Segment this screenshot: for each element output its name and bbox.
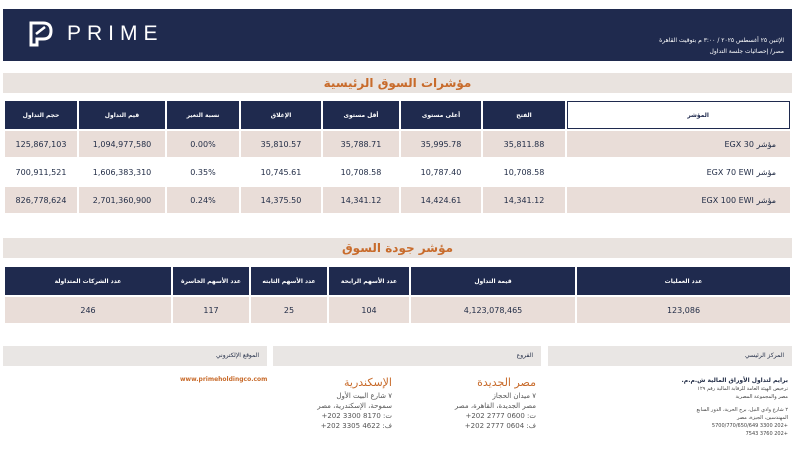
col-close: الإغلاق <box>241 101 321 129</box>
hq-address2: المهندسين، الجيزة، مصر <box>737 415 788 421</box>
row-open: 35,811.88 <box>483 131 565 157</box>
footer-hq-bar: المركز الرئيسي <box>548 346 792 366</box>
col-losers: عدد الأسهم الخاسرة <box>173 267 249 295</box>
col-low: أقل مستوى <box>323 101 399 129</box>
prime-logo-icon <box>29 21 53 47</box>
row-open: 10,708.58 <box>483 159 565 185</box>
header-info: الإثنين ٢٥ أغسطس ٢٠٢٥ / ٣:٠٠ م بتوقيت ال… <box>659 35 784 57</box>
branch-area: سموحة، الإسكندرية، مصر <box>317 402 392 410</box>
row-volume: 700,911,521 <box>5 159 77 185</box>
header-banner: PRIME الإثنين ٢٥ أغسطس ٢٠٢٥ / ٣:٠٠ م بتو… <box>3 9 792 61</box>
table-row: 826,778,624 2,701,360,900 0.24% 14,375.5… <box>5 187 790 213</box>
val-traded-value: 4,123,078,465 <box>411 297 575 323</box>
headquarters: برايم لتداول الأوراق المالية ش.م.م. ترخي… <box>612 376 788 438</box>
branches-label: الفروع <box>516 352 533 359</box>
row-open: 14,341.12 <box>483 187 565 213</box>
quality-table: عدد الشركات المتداولة عدد الأسهم الخاسرة… <box>3 265 792 325</box>
hq-label: المركز الرئيسي <box>745 352 784 359</box>
col-volume: حجم التداول <box>5 101 77 129</box>
hq-fax: +202 3760 7543 <box>745 431 788 437</box>
col-traded-value: قيمة التداول <box>411 267 575 295</box>
col-high: أعلى مستوى <box>401 101 481 129</box>
val-gainers: 104 <box>329 297 409 323</box>
indices-table: حجم التداول قيم التداول نسبة التغير الإغ… <box>3 99 792 215</box>
col-change: نسبة التغير <box>167 101 239 129</box>
row-change: 0.24% <box>167 187 239 213</box>
table-row: 125,867,103 1,094,977,580 0.00% 35,810.5… <box>5 131 790 157</box>
row-value: 1,094,977,580 <box>79 131 165 157</box>
brand-logo[interactable]: PRIME <box>25 19 164 49</box>
row-change: 0.35% <box>167 159 239 185</box>
email-label: الموقع الإلكتروني <box>216 352 259 359</box>
branch-street: ٧ شارع البيت الأول <box>336 392 392 400</box>
col-gainers: عدد الأسهم الرابحة <box>329 267 409 295</box>
row-high: 10,787.40 <box>401 159 481 185</box>
val-transactions: 123,086 <box>577 297 790 323</box>
row-close: 10,745.61 <box>241 159 321 185</box>
branch-area: مصر الجديدة، القاهرة، مصر <box>454 402 536 410</box>
table-row: 700,911,521 1,606,383,310 0.35% 10,745.6… <box>5 159 790 185</box>
row-low: 35,788.71 <box>323 131 399 157</box>
row-close: 14,375.50 <box>241 187 321 213</box>
quality-header-row: عدد الشركات المتداولة عدد الأسهم الخاسرة… <box>5 267 790 295</box>
table-row: 246 117 25 104 4,123,078,465 123,086 <box>5 297 790 323</box>
val-losers: 117 <box>173 297 249 323</box>
website-link[interactable]: www.primeholdingco.com <box>180 376 268 383</box>
col-transactions: عدد العمليات <box>577 267 790 295</box>
val-unchanged: 25 <box>251 297 327 323</box>
hq-license: ترخيص الهيئة العامة للرقابة المالية رقم … <box>697 386 788 392</box>
branch-alexandria: الإسكندرية ٧ شارع البيت الأول سموحة، الإ… <box>296 376 392 431</box>
row-high: 14,424.61 <box>401 187 481 213</box>
row-index-name: مؤشر EGX 100 EWI <box>567 187 790 213</box>
footer-branches-bar: الفروع <box>273 346 541 366</box>
col-open: الفتح <box>483 101 565 129</box>
col-traded-companies: عدد الشركات المتداولة <box>5 267 171 295</box>
hq-address1: ٢ شارع وادي النيل، برج الحرية، الدور الس… <box>696 407 788 413</box>
session-subtitle: مصر/ إحصائيات جلسة التداول <box>709 48 784 55</box>
footer-email-bar: الموقع الإلكتروني <box>3 346 267 366</box>
row-low: 10,708.58 <box>323 159 399 185</box>
row-volume: 826,778,624 <box>5 187 77 213</box>
branch-street: ٧ ميدان الحجاز <box>492 392 536 400</box>
hq-name: برايم لتداول الأوراق المالية ش.م.م. <box>681 377 788 384</box>
row-low: 14,341.12 <box>323 187 399 213</box>
branch-fax: ف: 4622 3305 202+ <box>320 422 392 430</box>
brand-name: PRIME <box>67 22 164 45</box>
hq-tel: +202 3300 5700/770/650/649 <box>711 423 788 429</box>
row-value: 1,606,383,310 <box>79 159 165 185</box>
branch-heliopolis: مصر الجديدة ٧ ميدان الحجاز مصر الجديدة، … <box>428 376 536 431</box>
branch-city: مصر الجديدة <box>477 376 536 389</box>
hq-country: مصر والمجموعة المصرية <box>735 394 788 400</box>
row-close: 35,810.57 <box>241 131 321 157</box>
branch-tel: ت: 8170 3300 202+ <box>321 412 392 420</box>
branch-tel: ت: 0600 2777 202+ <box>465 412 536 420</box>
row-volume: 125,867,103 <box>5 131 77 157</box>
col-index: المؤشر <box>567 101 790 129</box>
col-unchanged: عدد الأسهم الثابته <box>251 267 327 295</box>
indices-header-row: حجم التداول قيم التداول نسبة التغير الإغ… <box>5 101 790 129</box>
quality-section-title: مؤشر جودة السوق <box>3 238 792 258</box>
row-index-name: مؤشر EGX 70 EWI <box>567 159 790 185</box>
col-value: قيم التداول <box>79 101 165 129</box>
row-change: 0.00% <box>167 131 239 157</box>
row-high: 35,995.78 <box>401 131 481 157</box>
branch-fax: ف: 0604 2777 202+ <box>464 422 536 430</box>
val-traded-companies: 246 <box>5 297 171 323</box>
indices-section-title: مؤشرات السوق الرئيسية <box>3 73 792 93</box>
row-value: 2,701,360,900 <box>79 187 165 213</box>
branch-city: الإسكندرية <box>344 376 392 389</box>
row-index-name: مؤشر EGX 30 <box>567 131 790 157</box>
session-datetime: الإثنين ٢٥ أغسطس ٢٠٢٥ / ٣:٠٠ م بتوقيت ال… <box>659 37 784 44</box>
